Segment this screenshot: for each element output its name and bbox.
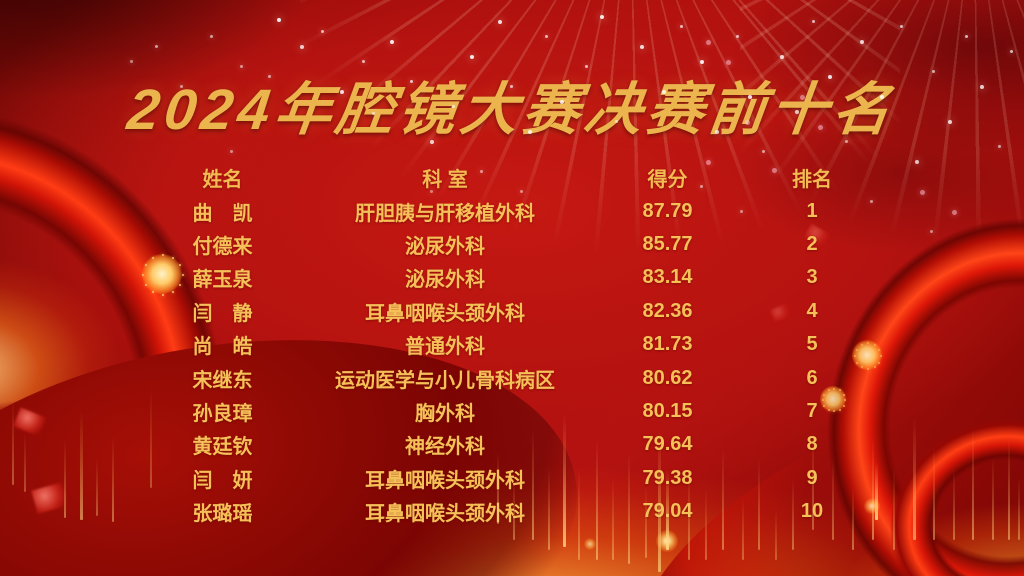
cell-score: 82.36 [642, 299, 693, 322]
table-row: 闫 静 耳鼻咽喉头颈外科 82.36 4 [150, 295, 884, 328]
cell-rank: 1 [806, 199, 818, 222]
cell-rank: 7 [806, 399, 818, 422]
cell-dept: 神经外科 [405, 436, 485, 459]
cell-score: 80.62 [642, 366, 693, 389]
cell-score: 79.64 [642, 433, 693, 456]
cell-dept: 胸外科 [415, 402, 475, 425]
cell-name: 薛玉泉 [192, 269, 253, 292]
cell-name: 闫 妍 [192, 469, 253, 492]
cell-name: 张璐瑶 [192, 503, 253, 526]
cell-dept: 普通外科 [405, 336, 485, 359]
cell-rank: 10 [800, 500, 824, 523]
cell-score: 80.15 [642, 399, 693, 422]
cell-rank: 3 [806, 266, 818, 289]
table-row: 孙良璋 胸外科 80.15 7 [150, 395, 884, 428]
cell-rank: 5 [806, 333, 818, 356]
table-header-row: 姓名 科 室 得分 排名 [150, 161, 884, 194]
cell-dept: 泌尿外科 [405, 235, 485, 258]
cell-name: 黄廷钦 [192, 436, 253, 459]
cell-score: 83.14 [642, 266, 693, 289]
table-row: 付德来 泌尿外科 85.77 2 [150, 228, 884, 261]
cell-score: 81.73 [642, 333, 693, 356]
cell-rank: 4 [806, 299, 818, 322]
cell-rank: 2 [806, 232, 818, 255]
cell-rank: 9 [806, 466, 818, 489]
cell-name: 宋继东 [192, 369, 253, 392]
cell-name: 闫 静 [192, 302, 253, 325]
column-header-dept: 科 室 [422, 169, 468, 192]
cell-name: 曲 凯 [192, 202, 253, 225]
cell-dept: 泌尿外科 [405, 269, 485, 292]
table-row: 黄廷钦 神经外科 79.64 8 [150, 428, 884, 461]
cell-score: 79.38 [642, 466, 693, 489]
table-row: 尚 皓 普通外科 81.73 5 [150, 328, 884, 361]
table-row: 曲 凯 肝胆胰与肝移植外科 87.79 1 [150, 194, 884, 227]
column-header-rank: 排名 [792, 169, 832, 192]
ranking-table: 姓名 科 室 得分 排名 曲 凯 肝胆胰与肝移植外科 87.79 1 付德来 泌… [150, 161, 884, 528]
cell-score: 79.04 [642, 500, 693, 523]
table-row: 闫 妍 耳鼻咽喉头颈外科 79.38 9 [150, 462, 884, 495]
table-row: 宋继东 运动医学与小儿骨科病区 80.62 6 [150, 361, 884, 394]
cell-name: 付德来 [192, 235, 253, 258]
cell-rank: 6 [806, 366, 818, 389]
cell-dept: 耳鼻咽喉头颈外科 [365, 302, 525, 325]
column-header-name: 姓名 [202, 169, 243, 192]
cell-dept: 肝胆胰与肝移植外科 [355, 202, 535, 225]
cell-rank: 8 [806, 433, 818, 456]
cell-dept: 运动医学与小儿骨科病区 [335, 369, 555, 392]
cell-name: 尚 皓 [192, 336, 253, 359]
page-title: 2024年腔镜大赛决赛前十名 [124, 78, 899, 142]
cell-name: 孙良璋 [192, 402, 253, 425]
cell-dept: 耳鼻咽喉头颈外科 [365, 503, 525, 526]
column-header-score: 得分 [647, 169, 688, 192]
cell-dept: 耳鼻咽喉头颈外科 [365, 469, 525, 492]
cell-score: 87.79 [642, 199, 693, 222]
cell-score: 85.77 [642, 232, 693, 255]
table-row: 张璐瑶 耳鼻咽喉头颈外科 79.04 10 [150, 495, 884, 528]
table-row: 薛玉泉 泌尿外科 83.14 3 [150, 261, 884, 294]
